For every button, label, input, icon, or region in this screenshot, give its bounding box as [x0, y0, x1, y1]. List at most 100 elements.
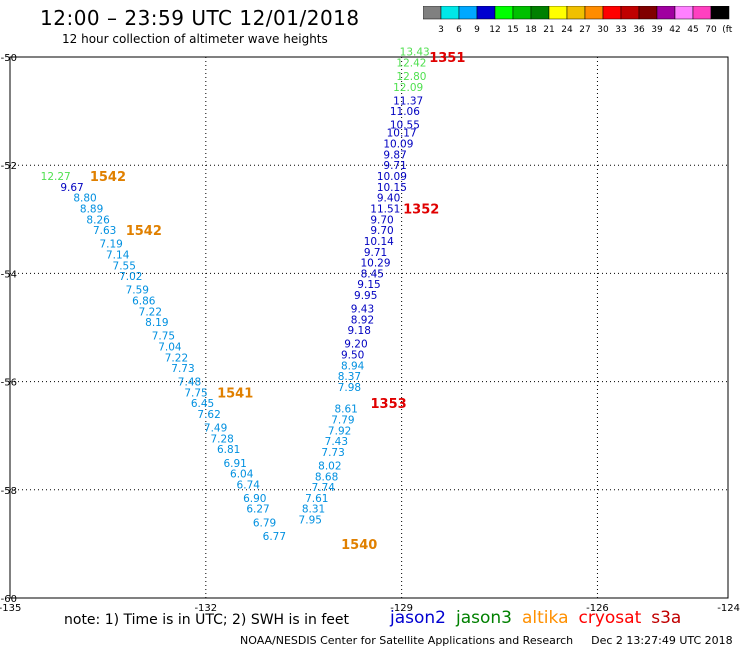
swh-value-label: 7.92 — [328, 425, 351, 437]
colorbar-label: 36 — [633, 25, 645, 35]
colorbar-label: (ft) — [722, 25, 733, 35]
swh-value-label: 7.04 — [158, 341, 182, 353]
swh-value-label: 8.68 — [315, 471, 338, 483]
swh-value-label: 7.73 — [321, 447, 344, 459]
swh-value-label: 7.28 — [210, 433, 233, 445]
swh-value-label: 7.74 — [312, 482, 336, 494]
colorbar-label: 24 — [561, 25, 573, 35]
swh-value-label: 9.71 — [364, 247, 387, 259]
pass-time-label: 1352 — [403, 202, 439, 217]
chart-subtitle: 12 hour collection of altimeter wave hei… — [62, 32, 328, 46]
swh-value-label: 7.61 — [305, 493, 328, 505]
y-tick-label: -54 — [1, 269, 17, 280]
swh-value-label: 12.80 — [396, 71, 426, 83]
swh-value-label: 7.43 — [325, 436, 348, 448]
y-tick-label: -50 — [1, 53, 17, 64]
swh-value-label: 7.22 — [139, 306, 162, 318]
colorbar-label: 27 — [579, 25, 590, 35]
swh-value-label: 11.06 — [390, 106, 420, 118]
swh-value-label: 7.73 — [171, 363, 194, 375]
swh-value-label: 8.61 — [334, 404, 357, 416]
swh-value-label: 7.49 — [204, 423, 227, 435]
x-tick-label: -124 — [717, 603, 740, 612]
colorbar-label: 12 — [489, 25, 500, 35]
swh-value-label: 9.70 — [370, 214, 393, 226]
legend-entry-jason2: jason2 — [390, 608, 446, 628]
swh-value-label: 7.79 — [331, 414, 354, 426]
swh-value-label: 6.81 — [217, 444, 240, 456]
swh-value-label: 10.09 — [383, 139, 413, 151]
swh-value-label: 9.87 — [383, 149, 406, 161]
swh-value-label: 9.95 — [354, 290, 377, 302]
swh-value-label: 9.67 — [60, 182, 83, 194]
chart-title: 12:00 – 23:59 UTC 12/01/2018 — [40, 6, 360, 30]
y-tick-label: -52 — [1, 161, 17, 172]
swh-value-label: 9.40 — [377, 193, 400, 205]
colorbar-label: 15 — [507, 25, 518, 35]
y-tick-label: -60 — [1, 594, 17, 605]
swh-value-label: 9.43 — [351, 304, 374, 316]
swh-value-label: 6.45 — [191, 398, 214, 410]
swh-value-label: 9.71 — [383, 160, 406, 172]
swh-value-label: 10.29 — [360, 258, 390, 270]
y-tick-label: -56 — [1, 378, 17, 389]
swh-value-label: 10.15 — [377, 182, 407, 194]
swh-value-label: 12.27 — [41, 171, 71, 183]
swh-value-label: 8.02 — [318, 460, 341, 472]
swh-value-label: 8.92 — [351, 314, 374, 326]
colorbar-swatch — [710, 6, 730, 20]
plot-frame — [9, 56, 729, 599]
swh-value-label: 9.15 — [357, 279, 380, 291]
colorbar-label: 45 — [687, 25, 698, 35]
swh-value-label: 8.31 — [302, 504, 325, 516]
swh-value-label: 8.94 — [341, 360, 365, 372]
legend-entry-altika: altika — [522, 608, 569, 628]
satellite-legend: jason2 jason3 altika cryosat s3a — [390, 608, 691, 628]
pass-time-label: 1541 — [217, 386, 253, 401]
colorbar-label: 33 — [615, 25, 626, 35]
swh-value-label: 7.63 — [93, 225, 116, 237]
swh-value-label: 7.62 — [197, 409, 220, 421]
swh-value-label: 12.09 — [393, 82, 423, 94]
swh-value-label: 8.89 — [80, 203, 103, 215]
swh-value-label: 8.45 — [361, 268, 384, 280]
swh-value-label: 8.80 — [73, 193, 96, 205]
swh-value-label: 6.74 — [237, 479, 261, 491]
swh-value-label: 11.37 — [393, 95, 423, 107]
colorbar-label: 42 — [669, 25, 680, 35]
swh-value-label: 8.26 — [86, 214, 110, 226]
swh-value-label: 7.48 — [178, 377, 201, 389]
swh-value-label: 7.59 — [126, 285, 149, 297]
timestamp: Dec 2 13:27:49 UTC 2018 — [591, 634, 733, 647]
swh-value-label: 10.55 — [390, 120, 420, 132]
swh-value-label: 12.42 — [396, 57, 426, 69]
pass-time-label: 1540 — [341, 538, 377, 553]
pass-time-label: 1353 — [370, 397, 406, 412]
swh-value-label: 9.20 — [344, 339, 367, 351]
legend-entry-s3a: s3a — [651, 608, 682, 628]
swh-value-label: 6.91 — [223, 458, 246, 470]
swh-value-label: 13.43 — [400, 47, 430, 59]
swh-value-label: 8.19 — [145, 317, 168, 329]
swh-value-label: 7.02 — [119, 271, 142, 283]
colorbar-label: 70 — [705, 25, 717, 35]
colorbar-label: 9 — [474, 25, 480, 35]
footnote: note: 1) Time is in UTC; 2) SWH is in fe… — [64, 612, 350, 628]
pass-time-label: 1351 — [429, 51, 465, 66]
swh-value-label: 10.09 — [377, 171, 407, 183]
y-tick-label: -58 — [1, 486, 17, 497]
legend-entry-cryosat: cryosat — [578, 608, 642, 628]
colorbar-label: 39 — [651, 25, 663, 35]
swh-value-label: 7.19 — [99, 239, 122, 251]
swh-value-label: 7.14 — [106, 249, 130, 261]
credit-line: NOAA/NESDIS Center for Satellite Applica… — [240, 634, 733, 647]
legend-entry-jason3: jason3 — [456, 608, 512, 628]
swh-value-label: 6.77 — [263, 531, 286, 543]
swh-value-label: 8.37 — [338, 371, 361, 383]
colorbar-label: 30 — [597, 25, 609, 35]
swh-value-label: 11.51 — [370, 203, 400, 215]
colorbar-label: 6 — [456, 25, 462, 35]
x-tick-label: -126 — [586, 603, 609, 612]
colorbar-label: 18 — [525, 25, 537, 35]
